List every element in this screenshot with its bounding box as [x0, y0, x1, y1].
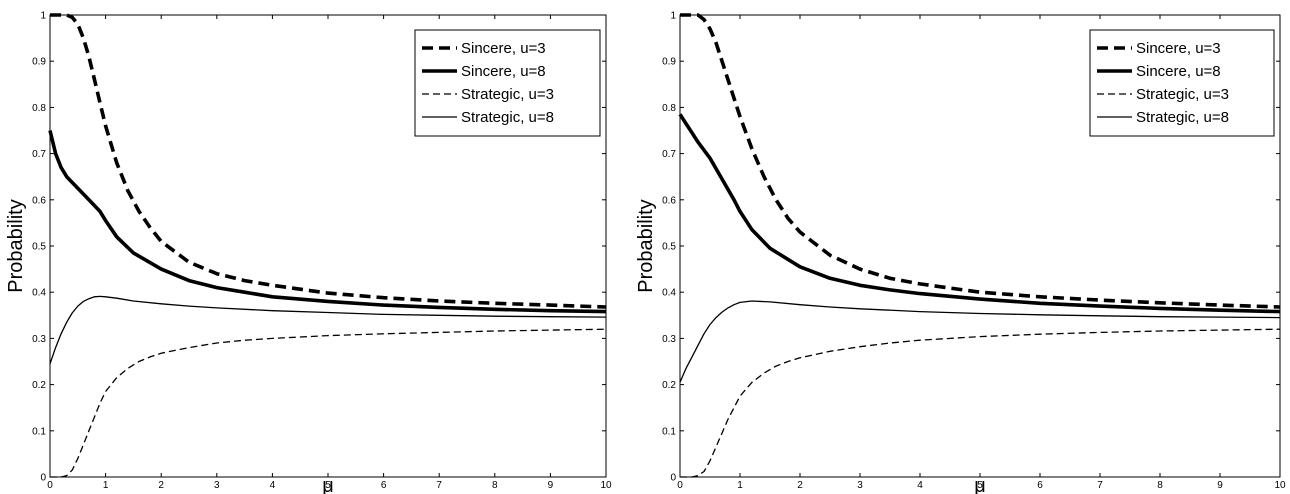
x-tick-label: 0 — [677, 480, 683, 491]
legend-label: Strategic, u=3 — [1136, 86, 1229, 103]
legend-label: Strategic, u=8 — [1136, 109, 1229, 126]
x-axis-label: μ — [322, 475, 334, 494]
series-line-1 — [680, 13, 1281, 309]
x-tick-label: 4 — [917, 480, 923, 491]
x-axis-label: μ — [974, 475, 986, 494]
x-tick-label: 10 — [1274, 480, 1286, 491]
series-line-2 — [678, 113, 1281, 314]
x-tick-label: 8 — [1157, 480, 1163, 491]
x-tick-label: 6 — [381, 480, 387, 491]
y-tick-label: 0.5 — [32, 242, 46, 253]
series-line-1 — [50, 13, 607, 309]
legend-label: Sincere, u=8 — [1136, 63, 1221, 80]
y-tick-label: 0.1 — [32, 426, 46, 437]
y-tick-label: 0.6 — [662, 195, 676, 206]
x-tick-label: 2 — [158, 480, 164, 491]
x-tick-label: 7 — [1097, 480, 1103, 491]
y-tick-label: 1 — [40, 11, 46, 22]
y-axis-label: Probability — [5, 199, 27, 292]
series-line-3 — [50, 328, 607, 478]
y-tick-label: 0.5 — [662, 242, 676, 253]
x-tick-label: 9 — [1217, 480, 1223, 491]
y-tick-label: 0.6 — [32, 195, 46, 206]
legend-label: Sincere, u=8 — [461, 63, 546, 80]
y-tick-label: 0.8 — [32, 103, 46, 114]
chart-1: 0 1 2 3 4 5 6 7 8 9 10 0 0.1 0.2 0.3 0.4 0.5 0.6 0.7 0.8 0.9… — [5, 11, 612, 494]
x-tick-label: 1 — [103, 480, 109, 491]
chart-2: 0 1 2 3 4 5 6 7 8 9 10 0 0.1 0.2 0.3 0.4 0.5 0.6 0.7 0.8 0.9… — [635, 11, 1286, 494]
x-tick-label: 3 — [857, 480, 863, 491]
legend-label: Strategic, u=3 — [461, 86, 554, 103]
y-tick-label: 1 — [670, 11, 676, 22]
series-line-2 — [48, 130, 607, 314]
series-line-3 — [680, 328, 1281, 478]
y-axis-label: Probability — [635, 199, 657, 292]
y-tick-label: 0.1 — [662, 426, 676, 437]
y-tick-label: 0 — [40, 473, 46, 484]
series-line-4 — [679, 300, 1281, 383]
series-line-4 — [49, 295, 607, 365]
y-tick-label: 0 — [670, 473, 676, 484]
x-tick-label: 5 — [977, 480, 983, 491]
y-tick-label: 0.3 — [32, 334, 46, 345]
y-tick-label: 0.9 — [662, 57, 676, 68]
y-tick-label: 0.3 — [662, 334, 676, 345]
x-tick-label: 5 — [325, 480, 331, 491]
legend: Sincere, u=3 Sincere, u=8 Strategic, u=3 St… — [1089, 29, 1275, 137]
x-tick-label: 7 — [436, 480, 442, 491]
legend-label: Strategic, u=8 — [461, 109, 554, 126]
y-tick-label: 0.4 — [32, 288, 46, 299]
y-tick-label: 0.4 — [662, 288, 676, 299]
y-tick-label: 0.9 — [32, 57, 46, 68]
x-tick-label: 0 — [47, 480, 53, 491]
x-tick-label: 9 — [548, 480, 554, 491]
legend-label: Sincere, u=3 — [461, 40, 546, 57]
x-tick-label: 10 — [600, 480, 612, 491]
y-tick-label: 0.2 — [662, 380, 676, 391]
y-tick-label: 0.8 — [662, 103, 676, 114]
x-tick-label: 8 — [492, 480, 498, 491]
x-tick-label: 3 — [214, 480, 220, 491]
legend-label: Sincere, u=3 — [1136, 40, 1221, 57]
x-tick-label: 6 — [1037, 480, 1043, 491]
legend: Sincere, u=3 Sincere, u=8 Strategic, u=3 St… — [414, 29, 601, 137]
y-tick-label: 0.7 — [32, 149, 46, 160]
y-tick-label: 0.2 — [32, 380, 46, 391]
x-tick-label: 4 — [270, 480, 276, 491]
y-tick-label: 0.7 — [662, 149, 676, 160]
x-tick-label: 1 — [737, 480, 743, 491]
x-tick-label: 2 — [797, 480, 803, 491]
